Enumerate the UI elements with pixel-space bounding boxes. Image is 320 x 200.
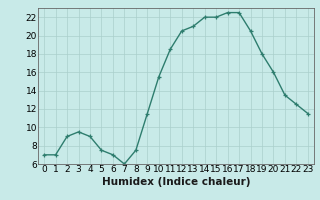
X-axis label: Humidex (Indice chaleur): Humidex (Indice chaleur) — [102, 177, 250, 187]
